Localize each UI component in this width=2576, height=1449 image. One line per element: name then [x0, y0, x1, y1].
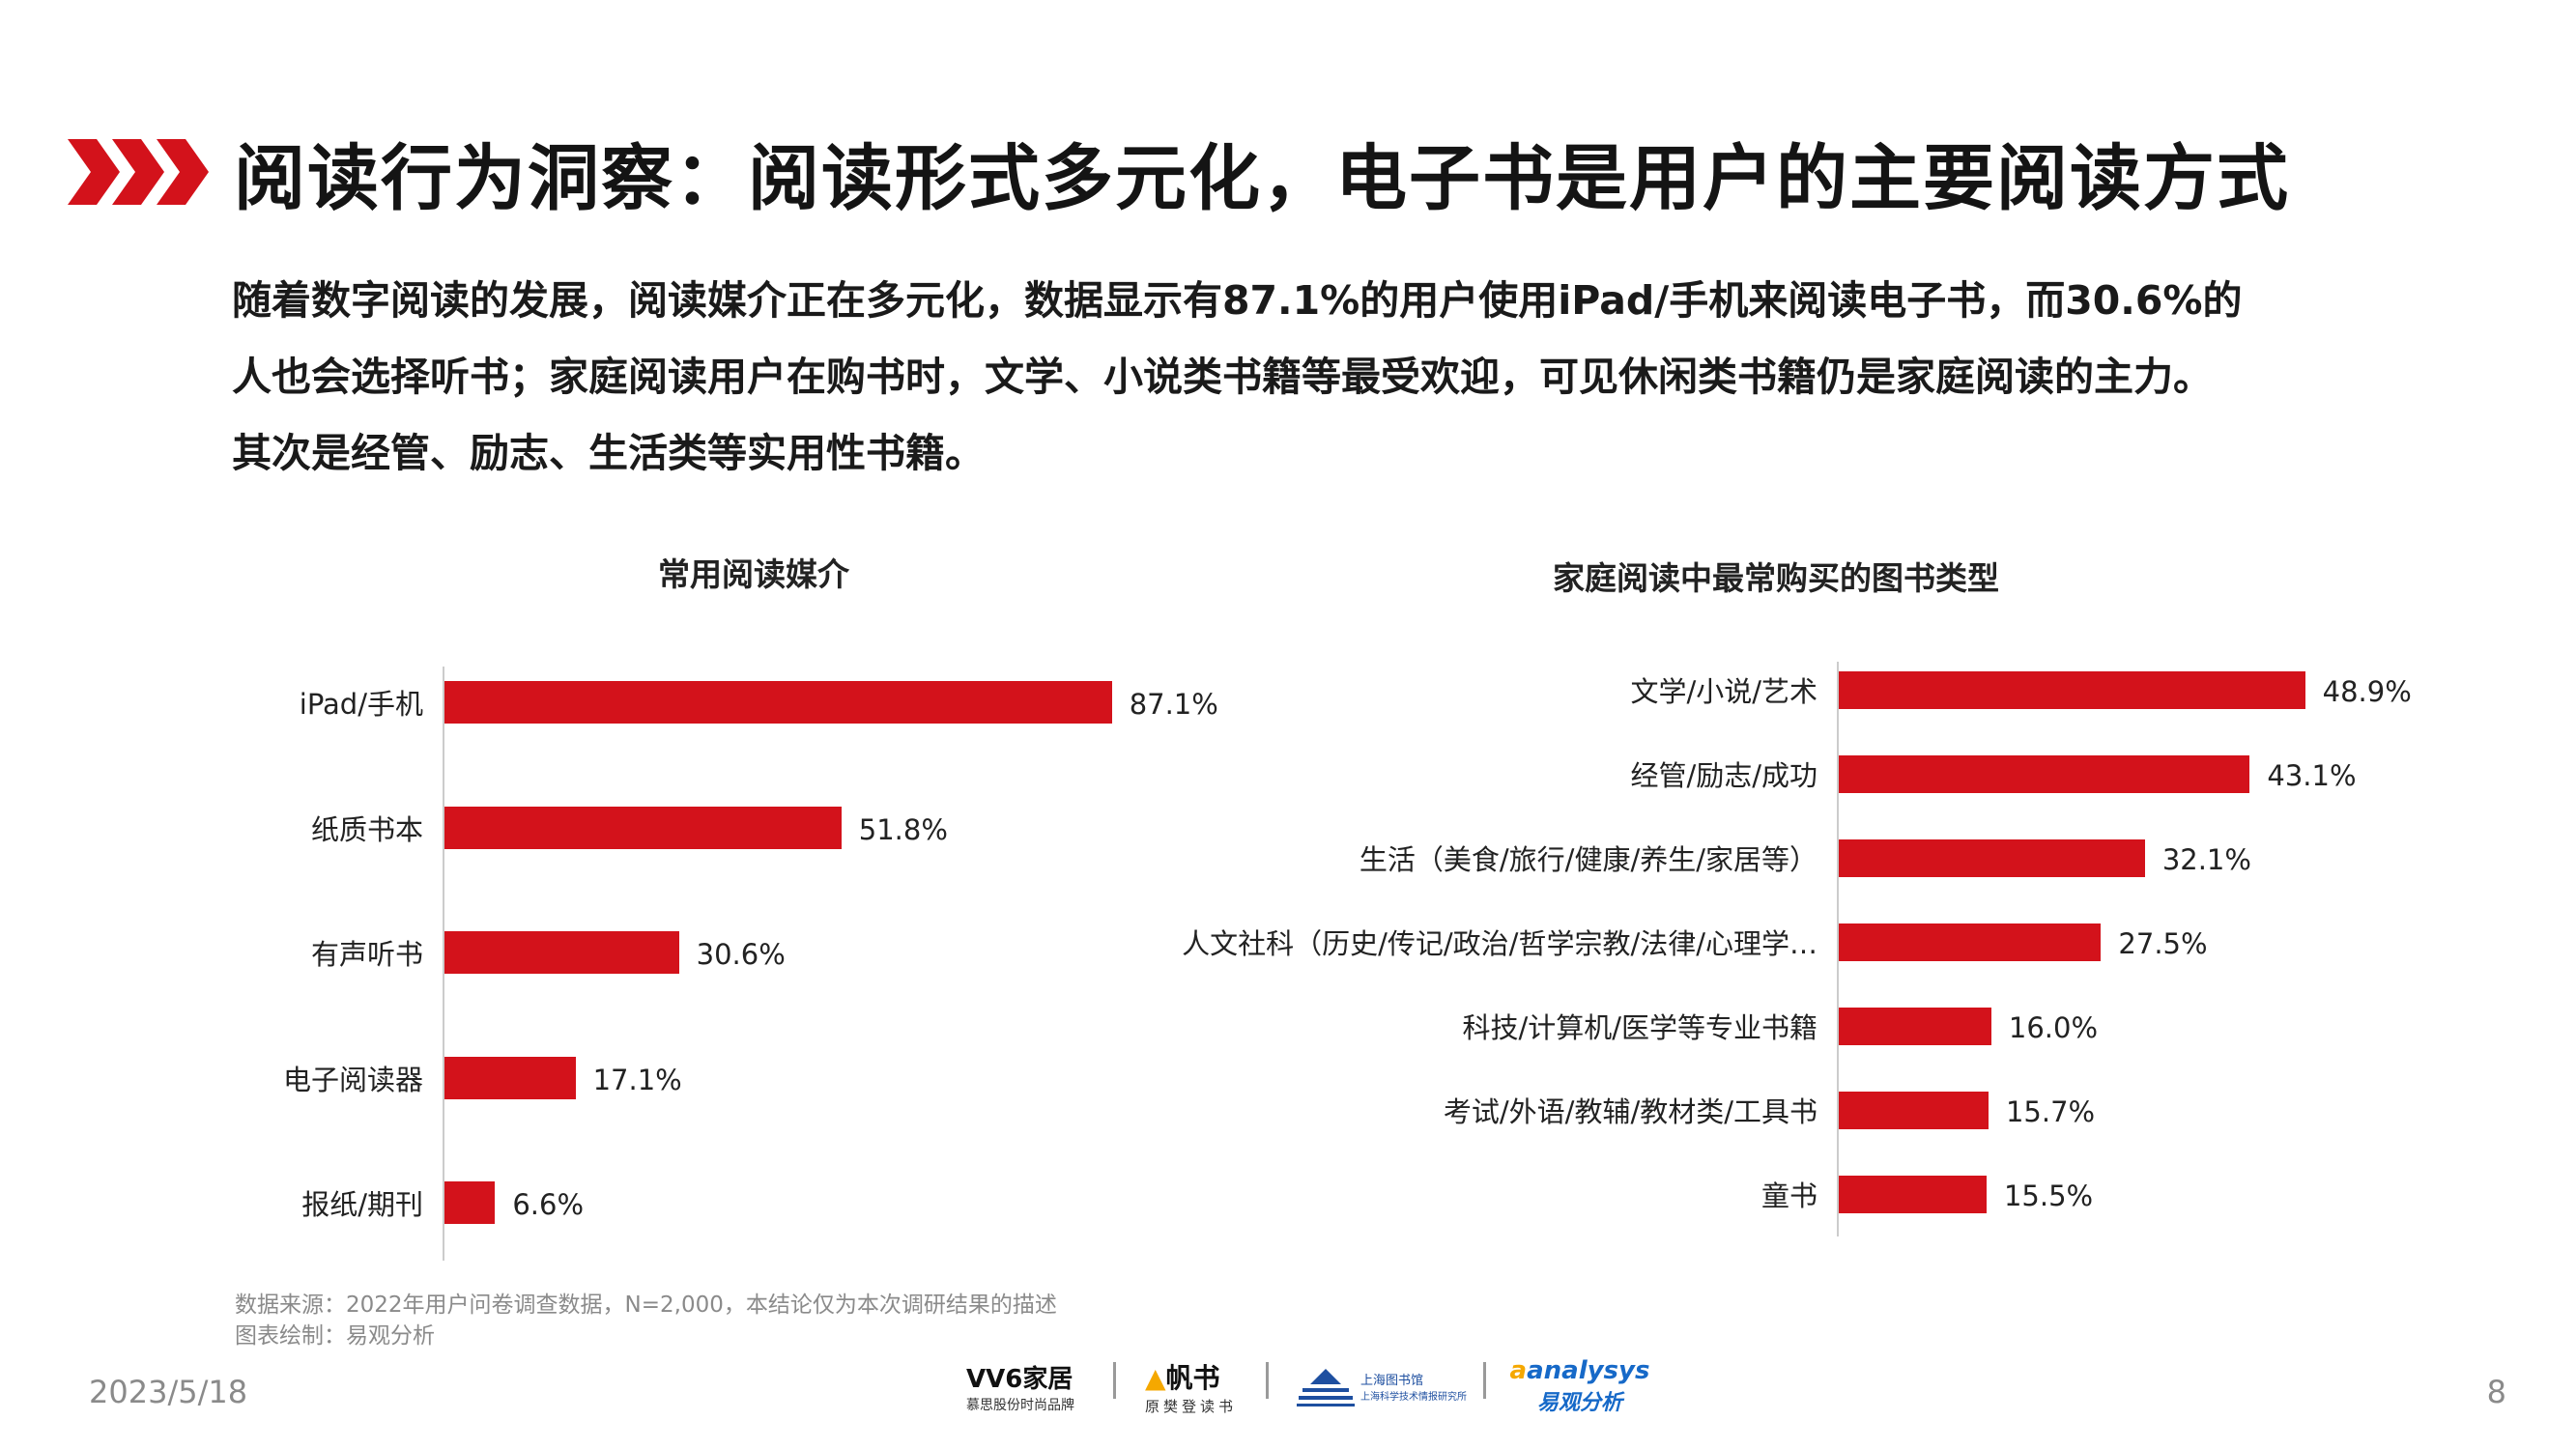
- category-label: 报纸/期刊: [301, 1188, 423, 1221]
- bar: [1839, 1175, 1987, 1213]
- category-label: 文学/小说/艺术: [1630, 675, 1818, 708]
- bar: [444, 1181, 496, 1224]
- library-logo-icon: [1297, 1369, 1355, 1406]
- fanshu-logo-name: 帆书: [1165, 1361, 1220, 1394]
- value-label: 87.1%: [1129, 688, 1218, 721]
- bar: [1839, 923, 2102, 961]
- summary-line: 其次是经管、励志、生活类等实用性书籍。: [232, 430, 985, 476]
- value-label: 17.1%: [592, 1063, 682, 1096]
- bar: [1839, 1091, 1989, 1129]
- value-label: 48.9%: [2322, 675, 2412, 708]
- category-label: 人文社科（历史/传记/政治/哲学宗教/法律/心理学…: [1182, 927, 1818, 960]
- value-label: 16.0%: [2008, 1011, 2099, 1044]
- library-logo: 上海图书馆 上海科学技术情报研究所: [1295, 1343, 1469, 1430]
- value-label: 51.8%: [858, 812, 948, 846]
- logo-separator: [1483, 1362, 1486, 1399]
- value-label: 27.5%: [2118, 927, 2208, 960]
- library-logo-name: 上海图书馆: [1360, 1374, 1424, 1388]
- summary-line: 随着数字阅读的发展，阅读媒介正在多元化，数据显示有87.1%的用户使用iPad/…: [232, 277, 2243, 324]
- fanshu-logo-sub: 原樊登读书: [1145, 1397, 1238, 1415]
- bar: [1839, 670, 2305, 709]
- library-logo-sub: 上海科学技术情报研究所: [1360, 1392, 1467, 1403]
- category-axis-line: [443, 667, 444, 1261]
- v6-logo-sub: 慕思股份时尚品牌: [966, 1397, 1074, 1413]
- chart-title: 常用阅读媒介: [658, 555, 849, 593]
- category-label: 生活（美食/旅行/健康/养生/家居等）: [1359, 843, 1818, 876]
- v6-logo-name: V6家居: [986, 1364, 1073, 1394]
- partner-logos: VV6家居 慕思股份时尚品牌 ▲帆书 原樊登读书 上海图书馆 上海科学技术情报研…: [0, 1343, 2576, 1430]
- category-axis-line: [1837, 662, 1839, 1236]
- page-number: 8: [2486, 1374, 2506, 1410]
- analysys-logo-name: analysys: [1527, 1356, 1650, 1385]
- category-label: 考试/外语/教辅/教材类/工具书: [1443, 1095, 1818, 1128]
- category-label: iPad/手机: [299, 688, 423, 721]
- chevron-arrows-icon: [68, 139, 209, 205]
- summary-text: 随着数字阅读的发展，阅读媒介正在多元化，数据显示有87.1%的用户使用iPad/…: [232, 263, 2435, 492]
- bar: [444, 1056, 576, 1099]
- bar: [444, 806, 842, 849]
- analysys-logo-sub: 易观分析: [1536, 1391, 1622, 1415]
- page-title: 阅读行为洞察：阅读形式多元化，电子书是用户的主要阅读方式: [234, 136, 2290, 220]
- source-line: 数据来源：2022年用户问卷调查数据，N=2,000，本结论仅为本次调研结果的描…: [235, 1293, 1057, 1318]
- source-note: 数据来源：2022年用户问卷调查数据，N=2,000，本结论仅为本次调研结果的描…: [235, 1290, 1057, 1351]
- value-label: 15.5%: [2003, 1179, 2094, 1212]
- category-label: 科技/计算机/医学等专业书籍: [1462, 1011, 1818, 1044]
- v6-logo: VV6家居 慕思股份时尚品牌: [966, 1343, 1102, 1430]
- value-label: 32.1%: [2161, 843, 2251, 876]
- bar: [1839, 1007, 1991, 1045]
- bar: [444, 931, 679, 974]
- bar: [1839, 838, 2145, 877]
- footer-date: 2023/5/18: [89, 1374, 248, 1410]
- category-label: 有声听书: [310, 938, 423, 971]
- bar: [444, 681, 1112, 724]
- category-label: 纸质书本: [310, 812, 423, 846]
- value-label: 30.6%: [696, 938, 786, 971]
- value-label: 6.6%: [512, 1188, 585, 1221]
- category-label: 电子阅读器: [282, 1063, 423, 1096]
- value-label: 43.1%: [2267, 759, 2357, 792]
- value-label: 15.7%: [2005, 1095, 2096, 1128]
- logo-separator: [1266, 1362, 1269, 1399]
- category-label: 经管/励志/成功: [1630, 759, 1818, 792]
- fanshu-logo: ▲帆书 原樊登读书: [1145, 1343, 1251, 1430]
- chart-title: 家庭阅读中最常购买的图书类型: [1553, 559, 1999, 597]
- category-label: 童书: [1760, 1179, 1818, 1212]
- summary-line: 人也会选择听书；家庭阅读用户在购书时，文学、小说类书籍等最受欢迎，可见休闲类书籍…: [232, 354, 2213, 400]
- bar: [1839, 754, 2250, 793]
- credit-line: 图表绘制：易观分析: [235, 1323, 435, 1349]
- title-row: 阅读行为洞察：阅读形式多元化，电子书是用户的主要阅读方式: [68, 124, 2290, 220]
- analysys-logo: aanalysys 易观分析: [1509, 1356, 1650, 1415]
- logo-separator: [1113, 1362, 1116, 1399]
